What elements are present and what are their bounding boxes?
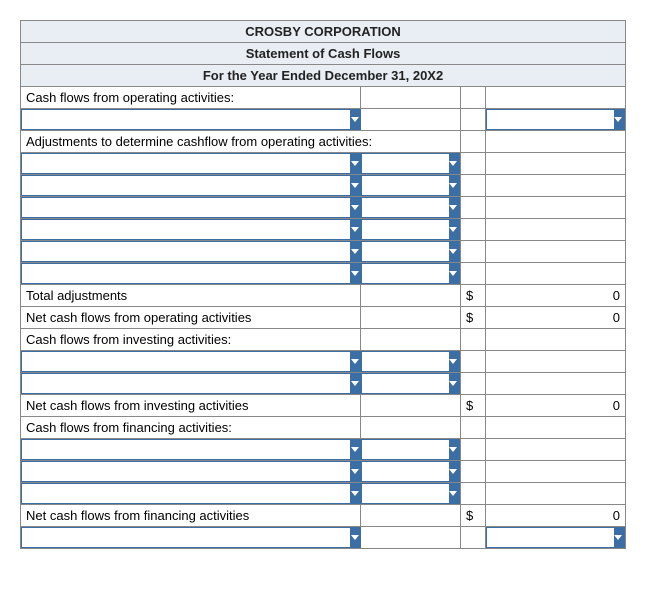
currency-symbol: $ [461, 505, 486, 527]
empty-cell [461, 241, 486, 263]
adjustments-label: Adjustments to determine cashflow from o… [21, 131, 461, 153]
value-cell[interactable] [361, 241, 461, 263]
dropdown-cell[interactable] [21, 219, 361, 241]
empty-cell [486, 461, 626, 483]
empty-cell [461, 131, 486, 153]
dropdown-cell[interactable] [21, 175, 361, 197]
empty-cell [461, 263, 486, 285]
dropdown-cell[interactable] [21, 373, 361, 395]
value-cell[interactable] [361, 109, 461, 131]
dropdown-cell[interactable] [21, 197, 361, 219]
empty-cell [486, 175, 626, 197]
currency-symbol: $ [461, 307, 486, 329]
statement-period: For the Year Ended December 31, 20X2 [21, 65, 626, 87]
total-adjustments-value: 0 [486, 285, 626, 307]
empty-cell [461, 329, 486, 351]
dropdown-cell[interactable] [21, 351, 361, 373]
net-investing-label: Net cash flows from investing activities [21, 395, 361, 417]
empty-cell [486, 373, 626, 395]
empty-cell [461, 461, 486, 483]
net-financing-value: 0 [486, 505, 626, 527]
value-cell[interactable] [361, 219, 461, 241]
empty-cell [486, 417, 626, 439]
value-cell[interactable] [361, 351, 461, 373]
empty-cell [461, 153, 486, 175]
net-operating-label: Net cash flows from operating activities [21, 307, 361, 329]
empty-cell [461, 175, 486, 197]
empty-cell [461, 483, 486, 505]
value-cell[interactable] [486, 527, 626, 549]
empty-cell [361, 285, 461, 307]
company-name: CROSBY CORPORATION [21, 21, 626, 43]
empty-cell [361, 307, 461, 329]
empty-cell [461, 439, 486, 461]
empty-cell [486, 483, 626, 505]
empty-cell [461, 417, 486, 439]
empty-cell [486, 219, 626, 241]
dropdown-cell[interactable] [21, 439, 361, 461]
financing-activities-label: Cash flows from financing activities: [21, 417, 361, 439]
value-cell[interactable] [361, 461, 461, 483]
cashflow-statement: CROSBY CORPORATION Statement of Cash Flo… [20, 20, 626, 549]
empty-cell [486, 263, 626, 285]
currency-symbol: $ [461, 285, 486, 307]
empty-cell [361, 417, 461, 439]
empty-cell [486, 351, 626, 373]
empty-cell [486, 241, 626, 263]
empty-cell [486, 439, 626, 461]
empty-cell [361, 329, 461, 351]
value-cell[interactable] [361, 263, 461, 285]
dropdown-cell[interactable] [21, 153, 361, 175]
value-cell[interactable] [361, 373, 461, 395]
dropdown-cell[interactable] [21, 109, 361, 131]
net-financing-label: Net cash flows from financing activities [21, 505, 361, 527]
dropdown-cell[interactable] [21, 527, 361, 549]
total-adjustments-label: Total adjustments [21, 285, 361, 307]
empty-cell [361, 505, 461, 527]
value-cell[interactable] [361, 483, 461, 505]
net-operating-value: 0 [486, 307, 626, 329]
dropdown-cell[interactable] [21, 241, 361, 263]
empty-cell [361, 87, 461, 109]
dropdown-cell[interactable] [21, 483, 361, 505]
empty-cell [486, 131, 626, 153]
value-cell[interactable] [361, 197, 461, 219]
dropdown-cell[interactable] [21, 461, 361, 483]
empty-cell [461, 351, 486, 373]
empty-cell [486, 197, 626, 219]
value-cell[interactable] [486, 109, 626, 131]
empty-cell [461, 87, 486, 109]
empty-cell [461, 109, 486, 131]
currency-symbol: $ [461, 395, 486, 417]
operating-activities-label: Cash flows from operating activities: [21, 87, 361, 109]
empty-cell [461, 373, 486, 395]
empty-cell [461, 219, 486, 241]
empty-cell [361, 527, 461, 549]
statement-title: Statement of Cash Flows [21, 43, 626, 65]
dropdown-cell[interactable] [21, 263, 361, 285]
empty-cell [486, 153, 626, 175]
net-investing-value: 0 [486, 395, 626, 417]
value-cell[interactable] [361, 439, 461, 461]
value-cell[interactable] [361, 153, 461, 175]
empty-cell [486, 329, 626, 351]
empty-cell [461, 527, 486, 549]
empty-cell [486, 87, 626, 109]
value-cell[interactable] [361, 175, 461, 197]
investing-activities-label: Cash flows from investing activities: [21, 329, 361, 351]
empty-cell [361, 395, 461, 417]
empty-cell [461, 197, 486, 219]
